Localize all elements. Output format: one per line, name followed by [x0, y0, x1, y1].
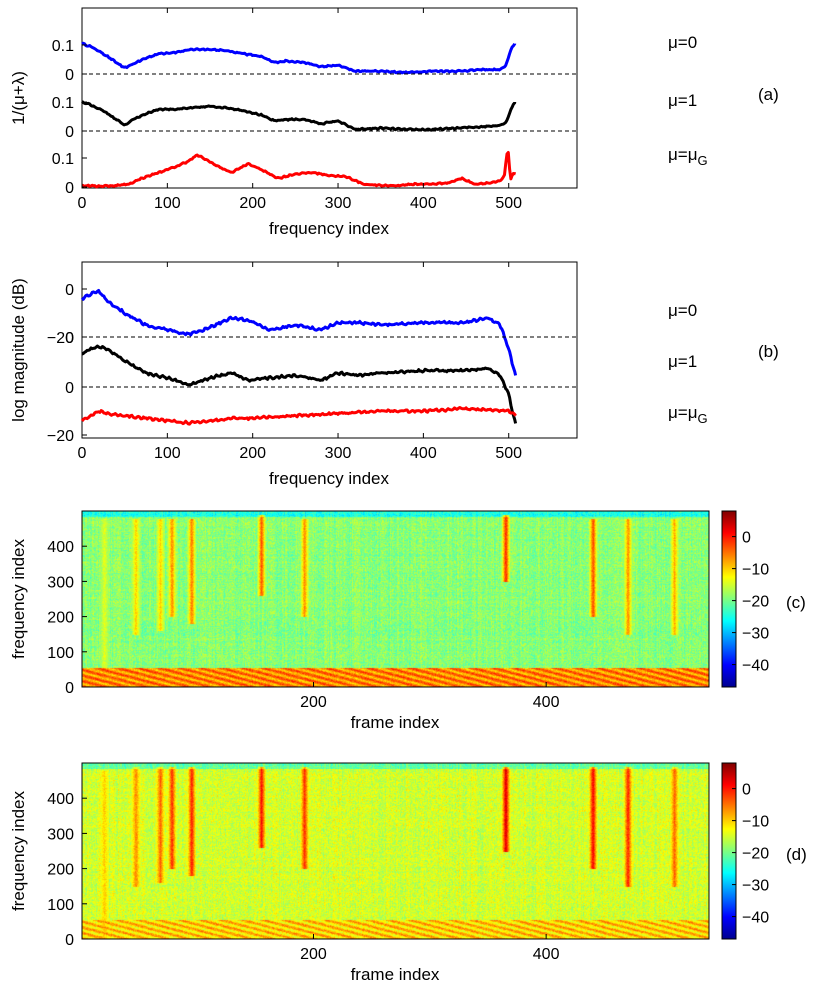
panel-c-xlabel: frame index — [351, 713, 440, 732]
panel-b-xlabel: frequency index — [269, 469, 390, 488]
panel-c-cbtick-label-4: −40 — [742, 658, 769, 675]
panel-d-frame — [81, 762, 710, 940]
panel-c-xtick-label-0: 200 — [300, 694, 327, 711]
panel-a-frame — [81, 7, 578, 189]
panel-d-heatmap — [82, 763, 709, 939]
panel-a-xtick-label-2: 200 — [239, 195, 266, 212]
panel-c-colorbar — [721, 510, 737, 688]
panel-b-series-0-name: μ=0 — [668, 301, 697, 320]
panel-b-xtick-label-4: 400 — [410, 445, 437, 462]
panel-c-ytick-label-0: 0 — [65, 680, 74, 697]
panel-d-ytick-label-2: 200 — [47, 862, 74, 879]
panel-c-cbtick-label-1: −10 — [742, 562, 769, 579]
panel-d-ytick-label-1: 100 — [47, 897, 74, 914]
panel-d-colorbar — [721, 762, 737, 940]
panel-d-cbtick-label-4: −40 — [742, 910, 769, 927]
panel-c-cbtick-label-3: −30 — [742, 626, 769, 643]
panel-d-cbtick-label-1: −10 — [742, 814, 769, 831]
panel-b-xtick-label-3: 300 — [325, 445, 352, 462]
panel-a-ytick-label-1-0: 0 — [65, 124, 74, 141]
panel-b-ytick-label-2-1: −20 — [47, 428, 74, 445]
panel-b-ytick-label-2-0: 0 — [65, 380, 74, 397]
panel-a-label: (a) — [758, 85, 779, 104]
panel-d-ytick-label-3: 300 — [47, 826, 74, 843]
panel-b-label: (b) — [758, 342, 779, 361]
panel-a-ytick-label-1-1: 0.1 — [52, 95, 74, 112]
panel-d-image-holder — [82, 763, 709, 939]
panel-b-xtick-label-2: 200 — [239, 445, 266, 462]
panel-c-ylabel: frequency index — [9, 538, 28, 659]
panel-a-xlabel: frequency index — [269, 219, 390, 238]
panel-b-series-0-line — [80, 288, 518, 376]
panel-a-series-0-name: μ=0 — [668, 33, 697, 52]
panel-a-ytick-label-2-1: 0.1 — [52, 151, 74, 168]
panel-d-cbtick-label-3: −30 — [742, 878, 769, 895]
panel-a-xtick-label-5: 500 — [495, 195, 522, 212]
panel-b-ytick-label-0-0: 0 — [65, 282, 74, 299]
panel-c-xtick-label-1: 400 — [533, 694, 560, 711]
panel-d-xtick-label-0: 200 — [300, 946, 327, 963]
panel-a-series-0-line — [81, 41, 517, 75]
panel-a-series-2-line — [81, 151, 517, 189]
panel-d-cbtick-label-2: −20 — [742, 846, 769, 863]
panel-b-series-2-line — [80, 406, 517, 426]
panel-b-series-2-name: μ=μG — [668, 403, 708, 426]
panel-b-series-1-name: μ=1 — [668, 352, 697, 371]
panel-a-ylabel: 1/(μ+λ) — [9, 71, 28, 125]
panel-d: 200 400 0 100 200 300 400 0 −10 −20 −30 −40 frame … — [9, 762, 807, 984]
panel-b-xtick-label-0: 0 — [78, 445, 87, 462]
panel-a-xtick-label-4: 400 — [410, 195, 437, 212]
panel-d-xtick-label-1: 400 — [533, 946, 560, 963]
panel-a-xtick-label-3: 300 — [325, 195, 352, 212]
panel-c-cbtick-label-0: 0 — [742, 530, 751, 547]
panel-a-series-1-line — [81, 100, 517, 132]
panel-d-ylabel: frequency index — [9, 790, 28, 911]
panel-b-ylabel: log magnitude (dB) — [9, 278, 28, 422]
panel-c-label: (c) — [786, 593, 806, 612]
panel-d-xlabel: frame index — [351, 965, 440, 984]
panel-a-ytick-label-0-0: 0 — [65, 67, 74, 84]
panel-b-frame — [81, 261, 578, 439]
panel-b-xtick-label-5: 500 — [495, 445, 522, 462]
panel-d-cbtick-label-0: 0 — [742, 782, 751, 799]
panel-a-xtick-label-0: 0 — [78, 195, 87, 212]
panel-c-ytick-label-4: 400 — [47, 539, 74, 556]
panel-c-heatmap — [82, 511, 709, 687]
panel-a: 0 0.1 0 0.1 0 0.1 0 100 200 300 400 500 frequency i… — [9, 7, 779, 238]
panel-b-ytick-label-1-0: 0 — [65, 330, 74, 347]
panel-c: 200 400 0 100 200 300 400 0 −10 −20 −30 −40 frame … — [9, 510, 806, 732]
panel-a-series-2-name: μ=μG — [668, 145, 708, 168]
panel-a-series-1-name: μ=1 — [668, 91, 697, 110]
panel-c-ytick-label-3: 300 — [47, 574, 74, 591]
panel-b-ytick-label-0-1: −20 — [47, 330, 74, 347]
panel-c-cbtick-label-2: −20 — [742, 594, 769, 611]
panel-d-ytick-label-0: 0 — [65, 932, 74, 949]
panel-c-image-holder — [82, 511, 709, 687]
panel-b-series-1-line — [81, 344, 518, 424]
panel-d-ytick-label-4: 400 — [47, 791, 74, 808]
panel-c-ytick-label-2: 200 — [47, 610, 74, 627]
panel-b-xtick-label-1: 100 — [154, 445, 181, 462]
panel-a-ytick-label-0-1: 0.1 — [52, 38, 74, 55]
panel-c-frame — [81, 510, 710, 688]
panel-a-ytick-label-2-0: 0 — [65, 180, 74, 197]
panel-a-xtick-label-1: 100 — [154, 195, 181, 212]
panel-d-label: (d) — [786, 845, 807, 864]
panel-c-ytick-label-1: 100 — [47, 645, 74, 662]
